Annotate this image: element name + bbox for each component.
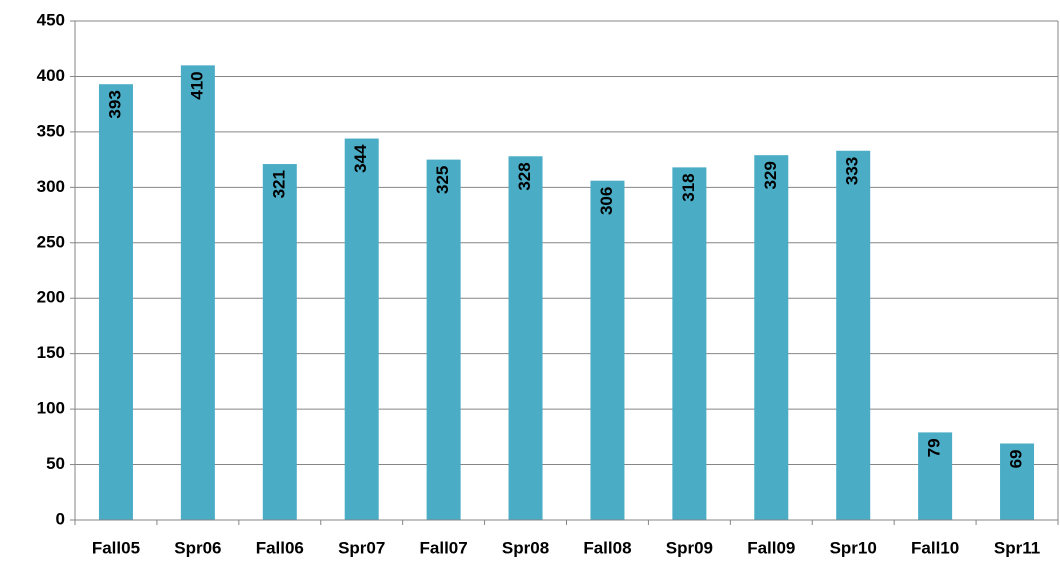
x-tick-label: Spr08 [502,538,549,557]
x-tick-label: Spr06 [174,538,221,557]
bar [508,156,543,521]
x-tick-label: Fall06 [256,538,304,557]
x-tick-label: Fall07 [420,538,468,557]
data-label: 306 [597,187,616,215]
x-tick-label: Fall08 [583,538,631,557]
bar [262,164,297,520]
data-label: 344 [351,144,370,173]
bar [98,84,133,520]
bar [590,180,625,520]
x-tick-label: Spr11 [994,538,1040,557]
y-tick-label: 250 [37,232,65,251]
x-tick-label: Fall09 [747,538,795,557]
bar [918,432,953,520]
data-label: 79 [925,438,944,457]
data-label: 318 [679,173,698,201]
x-tick-label: Spr10 [830,538,877,557]
bar [754,155,789,521]
x-tick-label: Spr09 [666,538,713,557]
data-label: 325 [433,166,452,194]
y-tick-label: 200 [37,288,65,307]
data-label: 328 [515,162,534,190]
y-tick-label: 450 [37,10,65,29]
y-tick-label: 350 [37,121,65,140]
bar [426,159,461,520]
data-label: 393 [105,90,124,118]
bar [836,150,871,521]
y-tick-label: 0 [56,509,65,528]
data-label: 410 [187,71,206,99]
bar [1000,443,1035,520]
y-tick-label: 50 [46,454,65,473]
bar [672,167,707,520]
y-tick-label: 400 [37,66,65,85]
bar [344,138,379,520]
bar [180,65,215,520]
data-label: 69 [1007,449,1026,468]
data-label: 329 [761,161,780,189]
x-tick-label: Fall10 [911,538,959,557]
data-label: 333 [843,157,862,185]
y-tick-label: 150 [37,343,65,362]
x-tick-label: Spr07 [338,538,385,557]
data-label: 321 [269,170,288,198]
y-tick-label: 300 [37,177,65,196]
x-tick-label: Fall05 [92,538,140,557]
y-tick-label: 100 [37,399,65,418]
